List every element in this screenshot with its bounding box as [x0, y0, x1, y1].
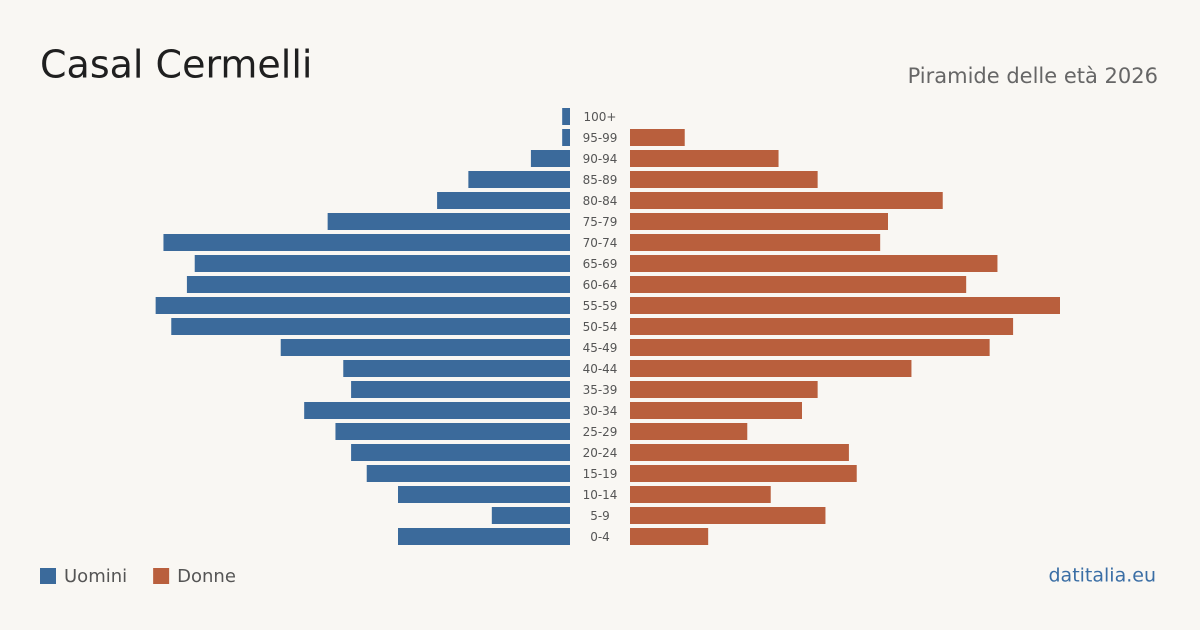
bar — [630, 234, 881, 251]
bar — [630, 255, 998, 272]
age-label: 25-29 — [583, 425, 618, 439]
bar — [366, 465, 570, 482]
bar — [630, 192, 943, 209]
bar — [630, 402, 802, 419]
age-label: 30-34 — [583, 404, 618, 418]
bar — [630, 465, 857, 482]
bar — [155, 297, 571, 314]
bar — [630, 129, 685, 146]
age-label: 20-24 — [583, 446, 618, 460]
bar — [630, 297, 1060, 314]
legend-swatch — [153, 568, 170, 584]
bar — [437, 192, 570, 209]
bar — [530, 150, 570, 167]
bar — [562, 129, 570, 146]
legend-label: Uomini — [64, 566, 127, 587]
age-label: 100+ — [584, 110, 617, 124]
bar — [630, 360, 912, 377]
age-label: 65-69 — [583, 257, 618, 271]
bar — [163, 234, 571, 251]
bar — [343, 360, 570, 377]
legend-label: Donne — [177, 566, 236, 587]
bar — [186, 276, 570, 293]
bar — [630, 423, 748, 440]
age-label: 0-4 — [590, 530, 610, 544]
bar — [351, 444, 570, 461]
age-label: 35-39 — [583, 383, 618, 397]
bar — [630, 171, 818, 188]
age-label: 15-19 — [583, 467, 618, 481]
age-label: 45-49 — [583, 341, 618, 355]
bar — [630, 213, 888, 230]
age-label: 40-44 — [583, 362, 618, 376]
bar — [562, 108, 570, 125]
bar — [304, 402, 570, 419]
source[interactable]: datitalia.eu — [1049, 565, 1157, 587]
bar — [398, 528, 570, 545]
bar — [335, 423, 570, 440]
bar — [630, 507, 826, 524]
age-label: 80-84 — [583, 194, 618, 208]
age-label: 5-9 — [590, 509, 610, 523]
bar — [280, 339, 570, 356]
bar — [327, 213, 570, 230]
chart-subtitle: Piramide delle età 2026 — [908, 64, 1158, 88]
bar — [630, 150, 779, 167]
chart-title: Casal Cermelli — [40, 43, 312, 87]
age-label: 90-94 — [583, 152, 618, 166]
bar — [630, 486, 771, 503]
bar — [351, 381, 570, 398]
bar — [630, 528, 709, 545]
age-label: 85-89 — [583, 173, 618, 187]
bar — [630, 276, 967, 293]
bar — [468, 171, 570, 188]
age-label: 55-59 — [583, 299, 618, 313]
age-label: 50-54 — [583, 320, 618, 334]
legend-swatch — [40, 568, 56, 584]
age-label: 60-64 — [583, 278, 618, 292]
bar — [194, 255, 570, 272]
bar — [171, 318, 571, 335]
bar — [491, 507, 570, 524]
age-label: 75-79 — [583, 215, 618, 229]
age-label: 95-99 — [583, 131, 618, 145]
bar — [630, 318, 1014, 335]
bar — [630, 381, 818, 398]
age-label: 70-74 — [583, 236, 618, 250]
age-label: 10-14 — [583, 488, 618, 502]
bar — [630, 444, 849, 461]
bar — [398, 486, 570, 503]
bar — [630, 339, 990, 356]
